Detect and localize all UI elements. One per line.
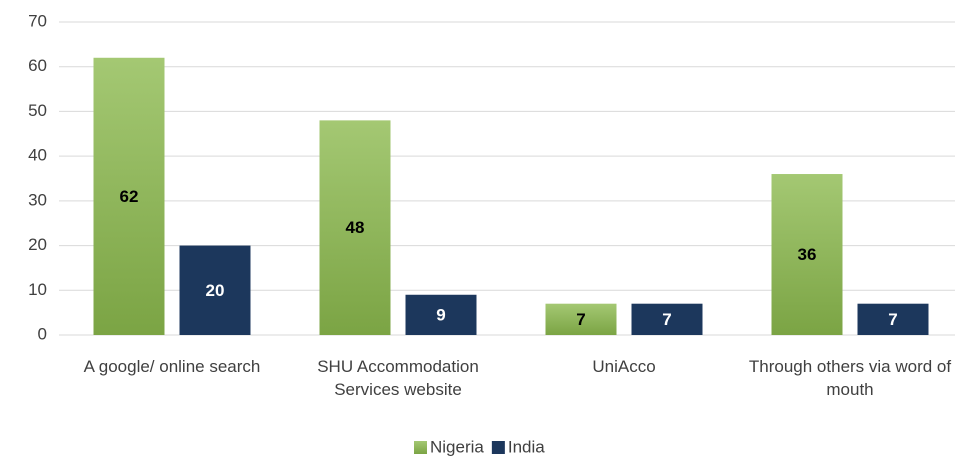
y-tick-label: 70 [28, 11, 47, 30]
y-tick-label: 10 [28, 280, 47, 299]
data-label: 9 [436, 305, 445, 324]
y-tick-label: 30 [28, 190, 47, 209]
bar [857, 303, 929, 335]
data-label: 7 [662, 310, 671, 329]
bar [631, 303, 703, 335]
bar [771, 174, 843, 335]
legend-label: India [508, 437, 545, 456]
x-tick-label: Through others via word of mouth [748, 357, 952, 399]
data-label: 7 [888, 310, 897, 329]
bar [319, 120, 391, 335]
bar [545, 303, 617, 335]
bar [93, 57, 165, 336]
x-tick-label: UniAcco [592, 357, 656, 376]
y-tick-label: 40 [28, 146, 47, 165]
x-tick-label: SHU Accommodation Services website [317, 357, 479, 399]
data-label: 20 [206, 281, 225, 300]
y-tick-label: 20 [28, 235, 47, 254]
data-label: 36 [798, 245, 817, 264]
data-label: 7 [576, 310, 585, 329]
y-tick-label: 50 [28, 101, 47, 120]
data-label: 48 [346, 218, 365, 237]
y-tick-label: 0 [38, 324, 47, 343]
x-tick-label: A google/ online search [83, 357, 261, 376]
bar [405, 294, 477, 335]
legend-swatch [414, 441, 427, 454]
legend-label: Nigeria [430, 437, 484, 456]
legend-swatch [491, 441, 505, 454]
y-tick-label: 60 [28, 56, 47, 75]
data-label: 62 [120, 187, 139, 206]
bar [179, 245, 251, 335]
